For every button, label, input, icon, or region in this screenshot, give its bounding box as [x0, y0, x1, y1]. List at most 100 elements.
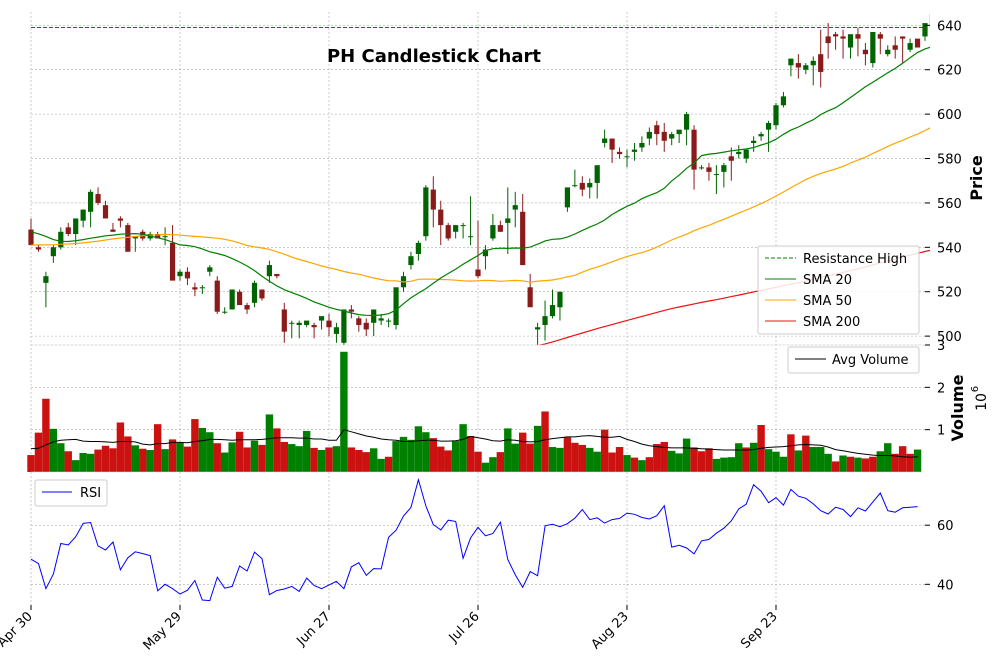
candle-body	[631, 149, 638, 152]
volume-bar	[422, 432, 430, 472]
candle-body	[304, 320, 310, 326]
volume-bar	[824, 453, 832, 472]
candle-body	[207, 267, 213, 272]
candle-body	[922, 23, 928, 37]
candle-body	[378, 318, 384, 321]
candle-body	[765, 123, 772, 130]
price-tick-label: 640	[937, 19, 962, 34]
candle-body	[616, 151, 623, 155]
candle-body	[296, 322, 302, 326]
candle-body	[35, 247, 42, 250]
volume-bar	[370, 448, 378, 472]
volume-bar	[489, 457, 497, 472]
volume-bar	[720, 457, 728, 472]
volume-bar	[690, 447, 698, 472]
volume-bar	[213, 443, 221, 472]
volume-bar	[556, 447, 564, 472]
candle-body	[877, 34, 883, 39]
candle-body	[155, 234, 161, 239]
volume-bar	[541, 411, 549, 472]
volume-tick-label: 1	[937, 424, 945, 439]
candle-body	[415, 242, 421, 254]
volume-bar	[779, 456, 788, 472]
candle-body	[132, 236, 138, 239]
candle-body	[289, 322, 295, 324]
x-tick-label: Aug 23	[589, 609, 632, 652]
legend-label-resistance: Resistance High	[803, 252, 907, 267]
volume-bar	[608, 452, 616, 472]
legend-label-sma200: SMA 200	[803, 315, 860, 330]
volume-bar	[295, 446, 303, 472]
candle-body	[594, 165, 600, 183]
candle-body	[348, 309, 354, 312]
volume-bar	[638, 460, 646, 472]
volume-bar	[802, 435, 810, 472]
volume-bar	[273, 428, 281, 472]
candle-body	[274, 273, 280, 277]
volume-bar	[235, 431, 244, 472]
grid-lines	[30, 12, 925, 605]
candle-body	[572, 185, 578, 187]
volume-bar	[191, 419, 199, 472]
candle-body	[341, 309, 347, 343]
price-tick-label: 620	[937, 64, 962, 79]
candle-body	[549, 305, 556, 317]
candle-body	[520, 211, 526, 266]
volume-bar	[347, 447, 356, 472]
candle-body	[602, 138, 608, 143]
candle-body	[423, 187, 429, 237]
candle-body	[929, 14, 930, 28]
rsi-tick-label: 40	[937, 578, 954, 593]
candle-body	[527, 287, 533, 308]
candle-body	[244, 305, 250, 310]
candle-body	[818, 54, 824, 72]
candle-body	[438, 209, 444, 226]
candle-body	[58, 231, 64, 248]
candle-body	[192, 287, 198, 290]
candle-body	[28, 229, 34, 246]
volume-bar	[563, 437, 572, 472]
volume-bar	[846, 456, 855, 472]
candle-body	[408, 256, 414, 266]
candle-body	[430, 189, 436, 210]
sma20-line	[30, 46, 930, 317]
x-tick-label: Jun 27	[294, 609, 334, 649]
candle-body	[684, 114, 690, 130]
price-tick-label: 600	[937, 108, 962, 123]
candle-body	[482, 249, 489, 257]
rsi-legend: RSI	[34, 479, 108, 507]
candle-body	[73, 218, 79, 234]
candle-body	[587, 182, 593, 188]
candle-body	[214, 280, 220, 312]
volume-bar	[384, 456, 393, 472]
volume-bar	[198, 427, 207, 472]
volume-bar	[407, 439, 415, 472]
candle-body	[259, 289, 265, 299]
volume-bar	[437, 446, 445, 472]
volume-bar	[876, 451, 884, 472]
legend-label-sma50: SMA 50	[803, 294, 852, 309]
volume-bar	[660, 441, 668, 472]
candle-body	[728, 156, 734, 161]
candle-body	[371, 309, 377, 323]
volume-bar	[183, 446, 192, 472]
candle-body	[88, 191, 94, 212]
volume-bar	[377, 458, 385, 472]
candle-body	[914, 38, 921, 48]
candle-body	[721, 165, 727, 172]
candle-body	[184, 271, 191, 279]
candle-body	[706, 167, 712, 172]
volume-bar	[79, 452, 87, 472]
candle-body	[542, 316, 548, 326]
candle-body	[751, 140, 757, 143]
candle-body	[892, 45, 898, 50]
price-plot-area	[28, 14, 930, 345]
candle-body	[624, 156, 630, 158]
volume-bar	[817, 447, 825, 472]
volume-bar	[146, 449, 154, 472]
volume-bar	[496, 452, 505, 472]
volume-bar	[459, 424, 467, 472]
candle-body	[862, 49, 868, 55]
volume-bar	[355, 449, 363, 472]
